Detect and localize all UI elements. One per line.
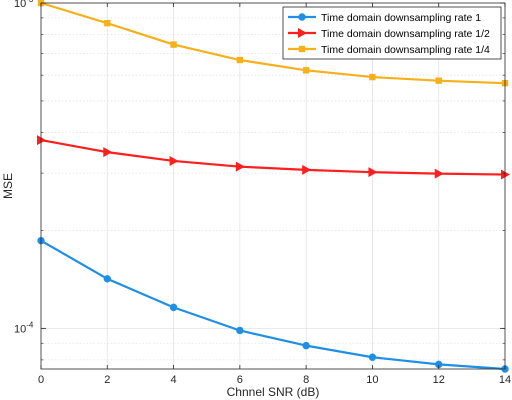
legend-marker [298, 45, 306, 53]
data-point [104, 19, 111, 27]
ticks-group: 0 2 4 6 8 10 12 14 10-4 10-3 [14, 0, 511, 386]
legend-box [282, 6, 502, 60]
data-point [302, 67, 310, 74]
legend-label: Time domain downsampling rate 1/2 [321, 28, 490, 40]
x-tick-label: 14 [499, 374, 511, 386]
data-point [435, 77, 442, 84]
x-tick-label: 12 [433, 374, 445, 386]
data-point [434, 168, 444, 179]
data-point [170, 41, 177, 48]
grid [41, 3, 505, 369]
data-point [169, 155, 179, 166]
y-tick-label: 10-3 [14, 0, 34, 10]
plot-frame [40, 2, 506, 370]
data-point [236, 326, 244, 335]
data-point [302, 341, 310, 350]
plot-background [41, 3, 505, 369]
x-tick-label: 4 [171, 374, 177, 386]
data-point [236, 56, 244, 64]
x-tick-label: 2 [104, 374, 110, 386]
data-point [169, 303, 178, 312]
data-point [501, 169, 510, 180]
data-point [302, 164, 312, 175]
data-point [103, 147, 113, 158]
data-point [37, 135, 46, 146]
x-axis-label: Chnnel SNR (dB) [227, 385, 320, 399]
data-point [368, 167, 378, 178]
x-tick-label: 6 [237, 374, 243, 386]
legend-marker [298, 13, 306, 21]
data-point [103, 275, 111, 283]
legend-label: Time domain downsampling rate 1 [321, 12, 481, 24]
data-point [369, 73, 376, 81]
series-2 [37, 135, 510, 180]
legend-marker [298, 28, 307, 38]
data-point [235, 161, 245, 172]
legend-label: Time domain downsampling rate 1/4 [321, 44, 490, 56]
y-axis-label: MSE [1, 173, 15, 199]
x-tick-label: 0 [38, 374, 44, 386]
legend: Time domain downsampling rate 1 Time doma… [282, 6, 502, 60]
series-line-1 [40, 239, 506, 371]
x-tick-label: 8 [303, 374, 309, 386]
series-line-3 [40, 1, 506, 85]
y-tick-label: 10-4 [14, 320, 34, 335]
series-line-2 [40, 139, 506, 176]
x-tick-label: 10 [366, 374, 378, 386]
data-point [368, 353, 377, 361]
